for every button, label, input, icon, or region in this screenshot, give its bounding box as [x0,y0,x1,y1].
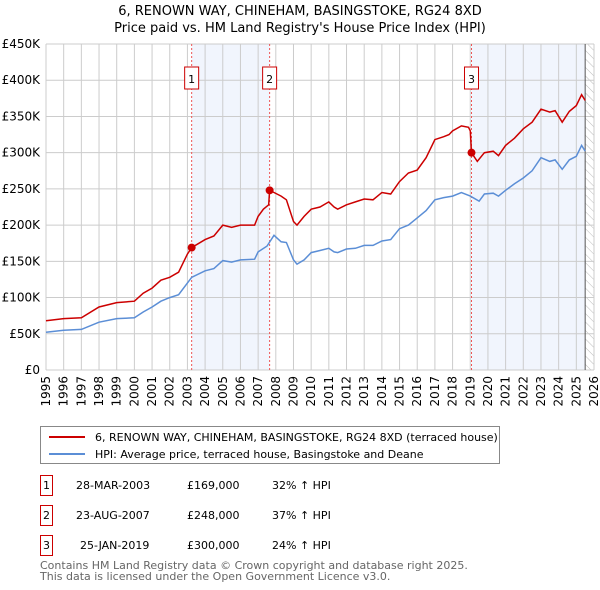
y-tick-label: £100K [2,291,42,305]
y-tick-label: £350K [2,109,42,123]
legend-item-hpi: HPI: Average price, terraced house, Basi… [49,446,423,462]
sale-label-box [262,66,278,90]
sale-marker-badge: 3 [40,535,53,556]
x-tick-label: 2003 [180,376,194,407]
y-tick-label: £50K [9,327,41,341]
x-tick-label: 2022 [516,376,530,407]
legend-swatch-blue [49,453,85,455]
hpi-line [45,143,586,334]
chart-title: 6, RENOWN WAY, CHINEHAM, BASINGSTOKE, RG… [118,4,482,19]
x-tick-label: 2009 [286,376,300,407]
x-tick-label: 2013 [357,376,371,407]
y-tick-label: £250K [2,182,42,196]
footer-line: Contains HM Land Registry data © Crown c… [40,559,468,572]
x-tick-label: 2004 [198,376,212,407]
x-tick-label: 2010 [304,376,318,407]
sale-date: 25-JAN-2019 [80,539,150,552]
shaded-range [471,44,586,370]
y-tick-label: £300K [2,146,42,160]
y-tick-label: £200K [2,218,42,232]
x-tick-label: 1998 [92,376,106,407]
price-paid-line [45,93,586,322]
sale-label-box [463,66,479,90]
chart-subtitle: Price paid vs. HM Land Registry's House … [114,21,486,36]
legend-label: HPI: Average price, terraced house, Basi… [95,447,424,461]
sale-marker-badge: 2 [40,505,53,526]
sale-hpi: 24% ↑ HPI [272,539,331,552]
x-tick-label: 2015 [393,376,407,407]
x-tick-label: 2001 [145,376,159,407]
x-tick-label: 2016 [410,376,424,407]
x-tick-label: 2008 [269,376,283,407]
x-tick-label: 1997 [74,376,88,407]
sale-hpi: 37% ↑ HPI [272,509,331,522]
y-tick-label: £150K [2,254,42,268]
x-tick-label: 2007 [251,376,265,407]
legend-swatch-red [49,436,85,438]
y-tick-label: £450K [2,37,42,51]
x-tick-label: 1999 [110,376,124,407]
sale-point [467,148,476,157]
x-tick-label: 2019 [463,376,477,407]
x-tick-label: 2012 [340,376,354,407]
x-tick-label: 2017 [428,376,442,407]
plot-area: 1995 1996 1997 1998 1999 2000 2001 2002 2003 2004… [2,37,600,407]
x-tick-label: 2011 [322,376,336,407]
x-tick-label: 2023 [534,376,548,407]
sale-price: £169,000 [187,479,240,492]
x-tick-label: 2018 [446,376,460,407]
forecast-hatch [585,44,594,370]
sale-price: £248,000 [187,509,240,522]
x-tick-label: 2005 [216,376,230,407]
sale-marker-badge: 1 [40,475,53,496]
x-tick-label: 2014 [375,376,389,407]
x-tick-label: 2025 [569,376,583,407]
x-tick-label: 2020 [481,376,495,407]
sale-label-box [184,66,200,90]
sale-point [265,186,274,195]
legend-label: 6, RENOWN WAY, CHINEHAM, BASINGSTOKE, RG… [95,430,498,444]
legend: 6, RENOWN WAY, CHINEHAM, BASINGSTOKE, RG… [40,426,500,464]
x-tick-label: 1995 [39,376,53,407]
legend-item-property: 6, RENOWN WAY, CHINEHAM, BASINGSTOKE, RG… [49,429,498,445]
sale-date: 23-AUG-2007 [76,509,150,522]
x-tick-label: 1996 [57,376,71,407]
sale-label: 3 [468,73,475,86]
x-tick-label: 2006 [233,376,247,407]
x-tick-label: 2002 [163,376,177,407]
x-tick-label: 2000 [127,376,141,407]
footer: Contains HM Land Registry data © Crown c… [40,560,468,582]
sale-date: 28-MAR-2003 [76,479,151,492]
y-tick-label: £400K [2,73,42,87]
sale-label: 2 [266,73,273,86]
sale-label: 1 [188,73,195,86]
sale-point [187,243,196,252]
footer-line: This data is licensed under the Open Gov… [40,570,391,583]
x-tick-label: 2026 [587,376,600,407]
y-tick-label: £0 [25,363,40,377]
x-tick-label: 2024 [552,376,566,407]
sale-hpi: 32% ↑ HPI [272,479,331,492]
x-tick-label: 2021 [499,376,513,407]
sale-price: £300,000 [187,539,240,552]
